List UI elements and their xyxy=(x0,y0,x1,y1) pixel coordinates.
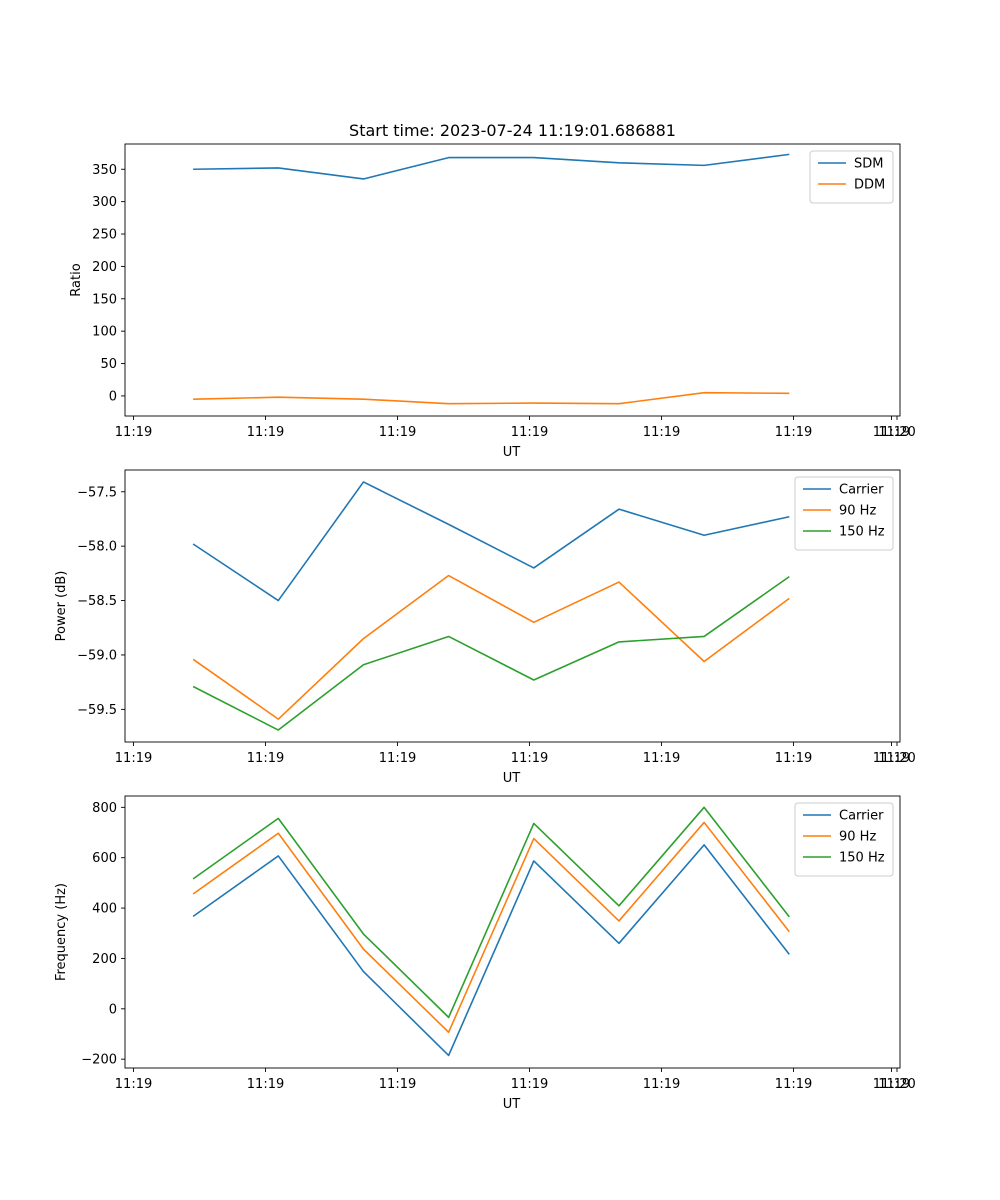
chart-3: 11:19 11:19 11:19 11:19 11:19 11:19 11:1911:20… xyxy=(54,795,916,1112)
chart-3-y-tick-label: 200 xyxy=(92,952,117,967)
chart-1-series-ddm-line xyxy=(193,391,790,405)
chart-2-x-tick-label: 11:19 xyxy=(379,751,416,766)
chart-1-legend: SDM DDM xyxy=(809,150,894,204)
chart-1-y-tick-label: 300 xyxy=(92,195,117,210)
chart-2-x-tick-label: 11:19 xyxy=(511,751,548,766)
chart-3-series-150-hz-line xyxy=(192,806,790,1019)
chart-3-x-tick-label: 11:19 xyxy=(511,1077,548,1092)
chart-1-y-tick-label: 350 xyxy=(92,163,117,178)
chart-1-x-tick-label: 11:19 xyxy=(511,425,548,440)
chart-1-y-tick-label: 250 xyxy=(92,228,117,243)
chart-1-title: Start time: 2023-07-24 11:19:01.686881 xyxy=(349,121,676,140)
chart-1-y-tick-label: 50 xyxy=(100,357,117,372)
chart-1-x-axis-label: UT xyxy=(503,445,521,460)
chart-3-x-tick-label: 11:19 xyxy=(643,1077,680,1092)
chart-2-y-axis-label: Power (dB) xyxy=(54,571,69,642)
chart-2-y-tick-label: −58.0 xyxy=(77,540,117,555)
chart-1-x-tick-label: 11:19 xyxy=(247,425,284,440)
chart-2-x-tick-label: 11:19 xyxy=(643,751,680,766)
chart-1-y-axis-label: Ratio xyxy=(69,263,84,296)
chart-3-legend-label: 150 Hz xyxy=(839,851,885,866)
chart-3-x-tick-label: 11:19 xyxy=(775,1077,812,1092)
chart-1-legend-label: DDM xyxy=(854,178,885,193)
chart-2-legend-label: 150 Hz xyxy=(839,525,885,540)
chart-1-x-tick-label: 11:19 xyxy=(873,425,910,440)
chart-2-x-tick-label: 11:19 xyxy=(247,751,284,766)
chart-1-y-tick-label: 100 xyxy=(92,325,117,340)
chart-2-y-tick-label: −58.5 xyxy=(77,594,117,609)
chart-3-x-tick-label: 11:19 xyxy=(247,1077,284,1092)
chart-1-x-tick-label: 11:19 xyxy=(643,425,680,440)
chart-1-axes-frame xyxy=(124,143,901,417)
chart-1-x-tick-label: 11:20 xyxy=(878,425,915,440)
chart-3-x-axis-label: UT xyxy=(503,1097,521,1112)
chart-1-legend-box xyxy=(809,150,894,204)
chart-3-x-tick-label: 11:19 xyxy=(115,1077,152,1092)
chart-2-axes-frame xyxy=(124,469,901,743)
chart-3-series-90-hz-line xyxy=(192,821,790,1034)
chart-1-y-tick-label: 0 xyxy=(109,389,117,404)
chart-3-y-tick-label: 600 xyxy=(92,851,117,866)
chart-1-series-sdm-line xyxy=(193,153,790,180)
chart-3-y-tick-label: 800 xyxy=(92,801,117,816)
chart-2-series-carrier-line xyxy=(192,481,790,602)
chart-3-y-tick-label: 400 xyxy=(92,902,117,917)
chart-2-y-tick-label: −59.0 xyxy=(77,648,117,663)
chart-3-series-carrier-line xyxy=(192,844,790,1057)
chart-3-x-tick-label: 11:20 xyxy=(878,1077,915,1092)
chart-3-y-axis-label: Frequency (Hz) xyxy=(54,883,69,981)
chart-2-legend-label: Carrier xyxy=(839,483,884,498)
chart-1-legend-label: SDM xyxy=(854,157,883,172)
chart-3-legend: Carrier 90 Hz 150 Hz xyxy=(794,802,894,877)
chart-1-y-tick-label: 150 xyxy=(92,292,117,307)
chart-2-y-tick-label: −57.5 xyxy=(77,485,117,500)
chart-3-axes-frame xyxy=(124,795,901,1069)
chart-2-x-tick-label: 11:19 xyxy=(873,751,910,766)
chart-2-legend: Carrier 90 Hz 150 Hz xyxy=(794,476,894,551)
chart-1-x-tick-label: 11:19 xyxy=(115,425,152,440)
chart-3-x-tick-label: 11:19 xyxy=(873,1077,910,1092)
chart-2-x-tick-label: 11:19 xyxy=(775,751,812,766)
chart-2-legend-label: 90 Hz xyxy=(839,504,876,519)
chart-3-legend-label: Carrier xyxy=(839,809,884,824)
chart-1: Start time: 2023-07-24 11:19:01.686881 11… xyxy=(69,121,916,460)
chart-2-series-150-hz-line xyxy=(192,575,790,731)
chart-1-x-tick-label: 11:19 xyxy=(775,425,812,440)
chart-2-series-90-hz-line xyxy=(192,574,790,720)
chart-3-legend-label: 90 Hz xyxy=(839,830,876,845)
chart-3-x-tick-label: 11:19 xyxy=(379,1077,416,1092)
chart-1-x-tick-label: 11:19 xyxy=(379,425,416,440)
chart-1-y-tick-label: 200 xyxy=(92,260,117,275)
chart-2-x-axis-label: UT xyxy=(503,771,521,786)
chart-3-y-tick-label: 0 xyxy=(109,1002,117,1017)
chart-2: 11:19 11:19 11:19 11:19 11:19 11:19 11:1911:20… xyxy=(54,469,916,786)
chart-2-y-tick-label: −59.5 xyxy=(77,703,117,718)
chart-2-x-tick-label: 11:19 xyxy=(115,751,152,766)
chart-3-y-tick-label: −200 xyxy=(81,1053,117,1068)
chart-2-x-tick-label: 11:20 xyxy=(878,751,915,766)
